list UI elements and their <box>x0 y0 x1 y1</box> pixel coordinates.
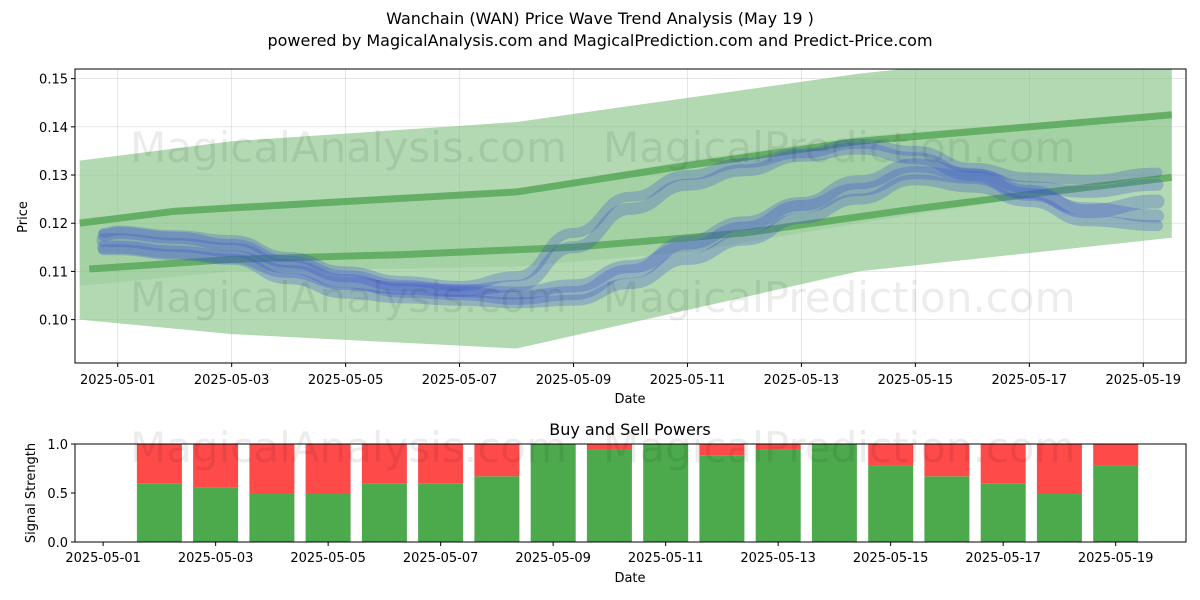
wave-line <box>98 138 1163 291</box>
wave-line <box>96 158 1165 305</box>
x-tick-label: 2025-05-15 <box>878 373 954 388</box>
signal-x-ticks: 2025-05-01 2025-05-03 2025-05-05 2025-05-07… <box>65 542 1153 566</box>
x-tick-label: 2025-05-17 <box>992 373 1068 388</box>
signal-y-ticks: 0.0 0.5 1.0 <box>47 438 75 551</box>
wave-line <box>98 174 1163 309</box>
sell-bar <box>980 444 1026 484</box>
sell-bar <box>755 444 801 450</box>
x-tick-label: 2025-05-01 <box>80 373 156 388</box>
sell-bar <box>1036 444 1082 493</box>
inner-band <box>79 112 1172 286</box>
buy-bar <box>1036 493 1082 542</box>
sell-bar <box>418 444 464 484</box>
x-tick-label: 2025-05-09 <box>515 551 591 566</box>
buy-bar <box>643 444 689 542</box>
watermark-analysis: MagicalAnalysis.com <box>130 273 567 322</box>
price-y-label: Price <box>16 201 31 233</box>
x-tick-label: 2025-05-09 <box>536 373 612 388</box>
watermarks-bottom: MagicalAnalysis.com MagicalPrediction.co… <box>130 423 1076 472</box>
signal-title: Buy and Sell Powers <box>549 420 711 439</box>
price-plot-frame <box>74 68 1187 364</box>
x-tick-label: 2025-05-19 <box>1105 373 1181 388</box>
y-tick-label: 1.0 <box>47 438 68 453</box>
buy-bar <box>699 455 745 542</box>
y-tick-label: 0.11 <box>39 265 68 280</box>
price-x-label: Date <box>614 392 645 407</box>
sell-bar <box>586 444 632 450</box>
buy-bar <box>474 476 520 542</box>
chart-title: Wanchain (WAN) Price Wave Trend Analysis… <box>386 9 814 28</box>
buy-bar <box>868 465 914 542</box>
x-tick-label: 2025-05-07 <box>403 551 479 566</box>
trend-lines <box>79 111 1173 273</box>
wave-series <box>96 138 1165 309</box>
watermark-prediction: MagicalPrediction.com <box>603 423 1076 472</box>
y-tick-label: 0.10 <box>39 314 68 329</box>
wave-line <box>97 142 1164 297</box>
x-tick-label: 2025-05-17 <box>965 551 1041 566</box>
x-tick-label: 2025-05-07 <box>422 373 498 388</box>
buy-bar <box>980 483 1026 542</box>
x-tick-label: 2025-05-03 <box>178 551 254 566</box>
buy-bar <box>811 444 857 542</box>
trend-line <box>88 173 1173 273</box>
watermarks-top: MagicalAnalysis.com MagicalPrediction.co… <box>130 123 1076 322</box>
x-tick-label: 2025-05-11 <box>628 551 704 566</box>
price-y-ticks: 0.10 0.11 0.12 0.13 0.14 0.15 <box>39 73 75 329</box>
sell-bar <box>868 444 914 466</box>
buy-bar <box>418 483 464 542</box>
sell-bar <box>361 444 407 484</box>
signal-y-label: Signal Strength <box>24 443 39 543</box>
x-tick-label: 2025-05-13 <box>764 373 840 388</box>
sell-bar <box>193 444 239 488</box>
sell-bar <box>699 444 745 456</box>
signal-x-label: Date <box>614 571 645 586</box>
watermark-prediction: MagicalPrediction.com <box>603 273 1076 322</box>
x-tick-label: 2025-05-15 <box>853 551 929 566</box>
sell-bar <box>305 444 351 493</box>
buy-bar <box>755 449 801 542</box>
y-tick-label: 0.0 <box>47 536 68 551</box>
wave-line <box>97 166 1164 300</box>
x-tick-label: 2025-05-03 <box>194 373 270 388</box>
y-tick-label: 0.12 <box>39 217 68 232</box>
sell-bar <box>474 444 520 477</box>
buy-bar <box>1093 465 1139 542</box>
watermark-analysis: MagicalAnalysis.com <box>130 123 567 172</box>
trend-line <box>79 111 1173 227</box>
x-tick-label: 2025-05-05 <box>290 551 366 566</box>
y-tick-label: 0.13 <box>39 169 68 184</box>
price-chart: MagicalAnalysis.com MagicalPrediction.co… <box>16 68 1187 407</box>
sell-bar <box>136 444 182 484</box>
price-x-ticks: 2025-05-01 2025-05-03 2025-05-05 2025-05-07… <box>80 363 1181 388</box>
x-tick-label: 2025-05-19 <box>1078 551 1154 566</box>
y-tick-label: 0.15 <box>39 73 68 88</box>
buy-bar <box>924 476 970 542</box>
x-tick-label: 2025-05-01 <box>65 551 141 566</box>
sell-bar <box>249 444 295 493</box>
sell-bar <box>924 444 970 477</box>
buy-bar <box>361 483 407 542</box>
buy-bar <box>249 493 295 542</box>
buy-bar <box>136 483 182 542</box>
signal-chart: Buy and Sell Powers MagicalAnalysis.com … <box>24 420 1187 586</box>
chart-subtitle: powered by MagicalAnalysis.com and Magic… <box>267 31 933 50</box>
signal-bars <box>136 444 1139 542</box>
buy-bar <box>305 493 351 542</box>
x-tick-label: 2025-05-11 <box>650 373 726 388</box>
y-tick-label: 0.5 <box>47 487 68 502</box>
watermark-prediction: MagicalPrediction.com <box>603 123 1076 172</box>
x-tick-label: 2025-05-13 <box>740 551 816 566</box>
buy-bar <box>193 487 239 542</box>
buy-bar <box>530 444 576 542</box>
buy-bar <box>586 449 632 542</box>
x-tick-label: 2025-05-05 <box>308 373 384 388</box>
sell-bar <box>1093 444 1139 466</box>
watermark-analysis: MagicalAnalysis.com <box>130 423 567 472</box>
y-tick-label: 0.14 <box>39 121 68 136</box>
